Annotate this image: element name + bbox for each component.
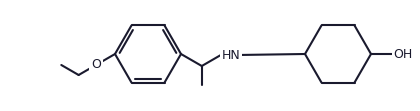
- Text: OH: OH: [394, 48, 412, 60]
- Text: HN: HN: [221, 49, 240, 61]
- Text: O: O: [91, 58, 101, 71]
